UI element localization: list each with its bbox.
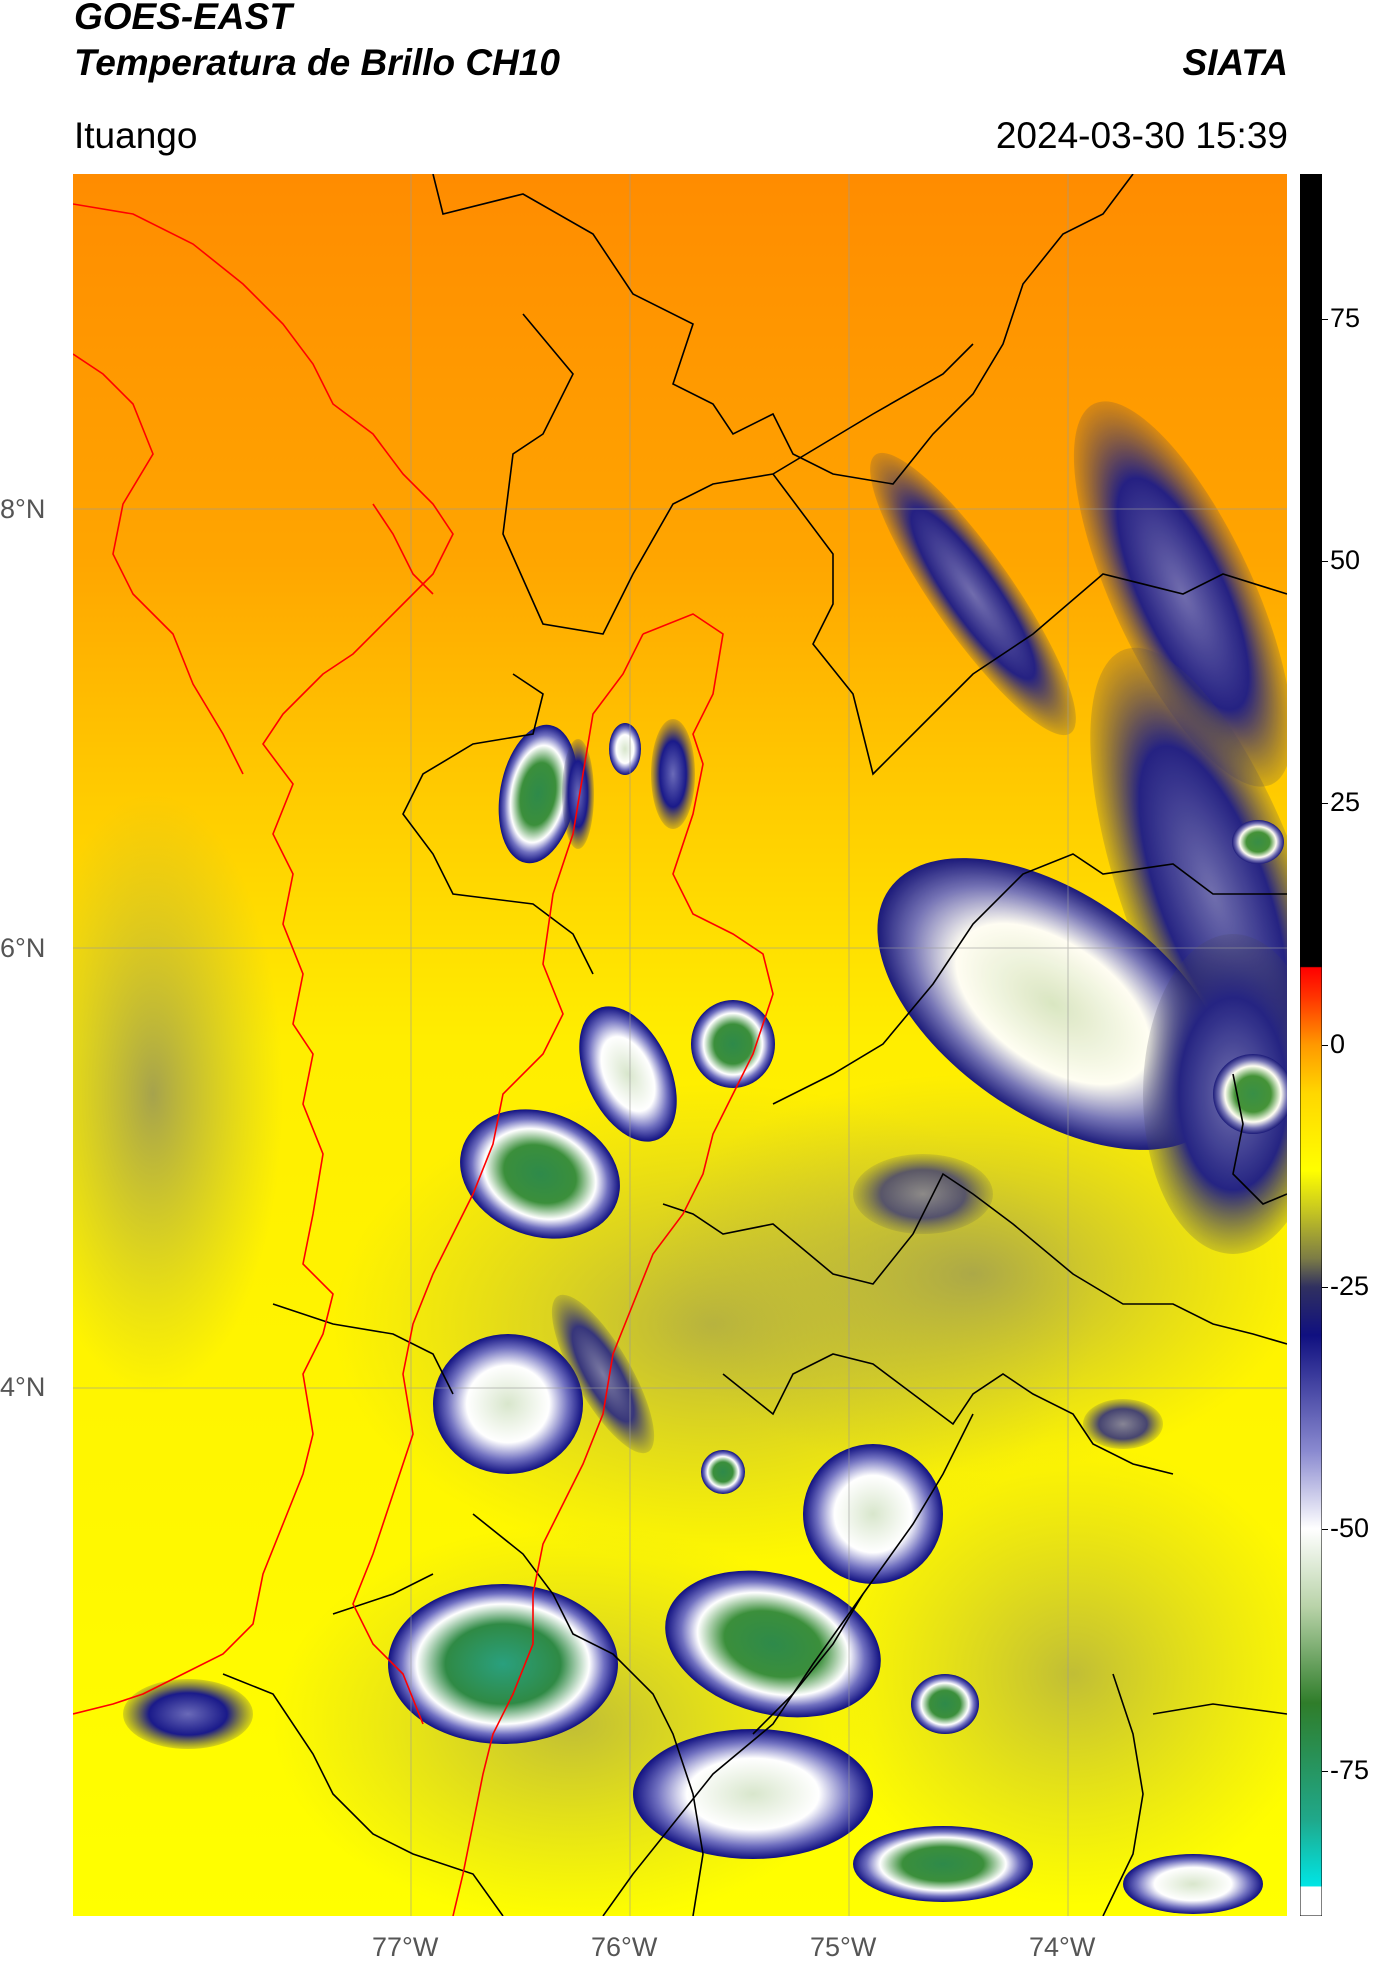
lon-label-75w: 75°W — [810, 1932, 877, 1962]
colorbar-tick-mark — [1322, 561, 1328, 563]
colorbar-tick-mark — [1322, 319, 1328, 321]
colorbar-tick-label: 0 — [1330, 1029, 1346, 1059]
lat-label-6n: 6°N — [0, 933, 46, 963]
colorbar-tick-label: 75 — [1330, 303, 1361, 334]
colorbar-tick-label: 25 — [1330, 787, 1361, 818]
colorbar-tick-mark — [1322, 803, 1328, 805]
colorbar — [1300, 174, 1322, 1916]
colorbar-tick-mark — [1322, 1045, 1328, 1046]
lon-label-77w: 77°W — [372, 1932, 439, 1962]
colorbar-tick-label: -50 — [1330, 1512, 1370, 1543]
lat-label-8n: 8°N — [0, 494, 46, 524]
colorbar-tick-mark — [1322, 1770, 1328, 1772]
lat-label-4n: 4°N — [0, 1372, 46, 1402]
location-label: Ituango — [74, 115, 198, 156]
brightness-temperature-map — [73, 174, 1287, 1916]
colorbar-tick-mark — [1322, 1528, 1328, 1530]
org-title: SIATA — [1182, 42, 1288, 83]
satellite-title: GOES-EAST — [74, 0, 292, 37]
lon-label-76w: 76°W — [591, 1932, 658, 1962]
colorbar-tick-label: -75 — [1330, 1754, 1370, 1785]
colorbar-tick-mark — [1322, 1286, 1328, 1288]
lon-label-74w: 74°W — [1029, 1932, 1096, 1962]
colorbar-tick-label: 50 — [1330, 545, 1361, 576]
colorbar-tick-label: -25 — [1330, 1270, 1370, 1301]
datetime-label: 2024-03-30 15:39 — [995, 115, 1288, 156]
product-title: Temperatura de Brillo CH10 — [74, 42, 560, 83]
